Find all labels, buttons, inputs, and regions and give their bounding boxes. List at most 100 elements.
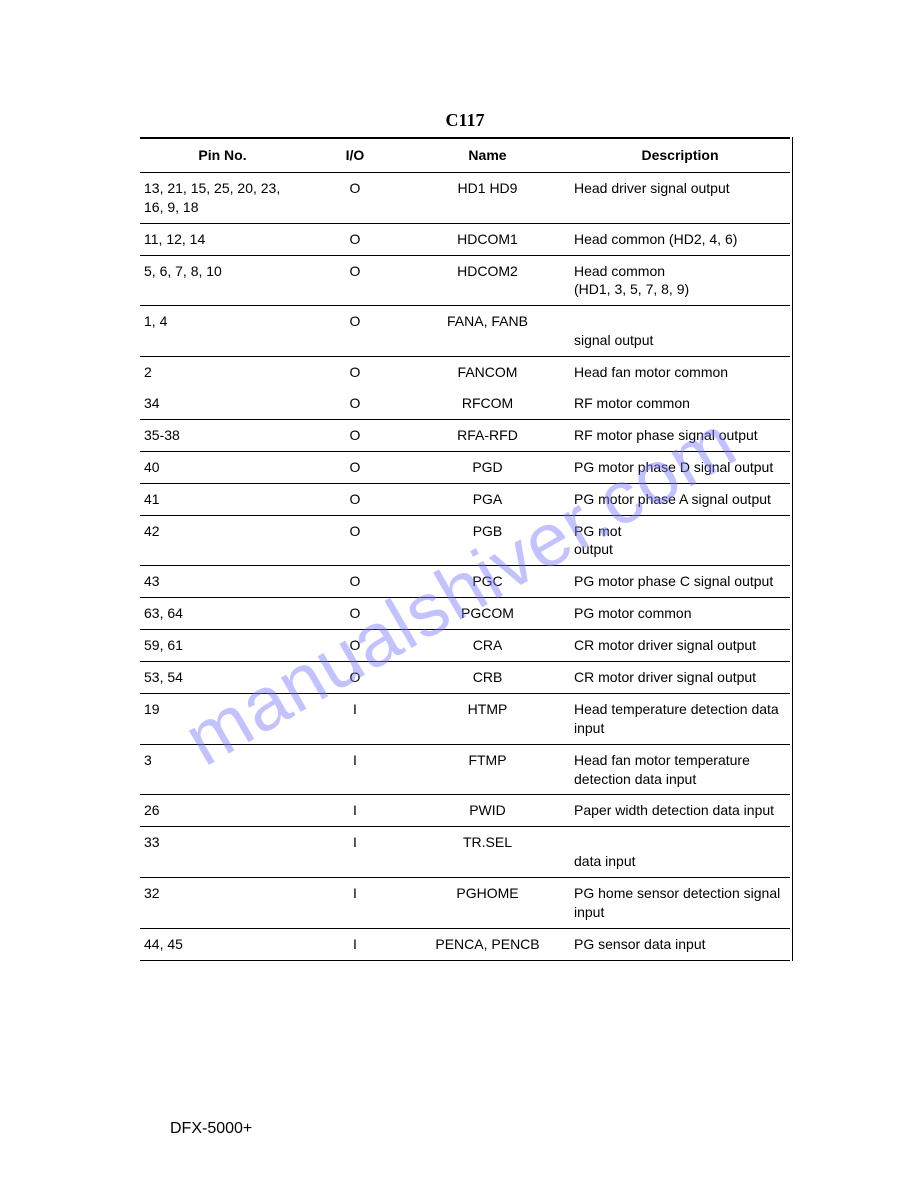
cell-io: I <box>305 693 405 744</box>
cell-desc: CR motor driver signal output <box>570 630 790 662</box>
cell-io: O <box>305 388 405 419</box>
table-row: 32IPGHOMEPG home sensor detection signal… <box>140 878 790 929</box>
cell-name: HDCOM2 <box>405 255 570 306</box>
table-row: 43OPGCPG motor phase C signal output <box>140 566 790 598</box>
table-body: 13, 21, 15, 25, 20, 23, 16, 9, 18OHD1 HD… <box>140 172 790 960</box>
th-desc: Description <box>570 138 790 172</box>
cell-io: O <box>305 483 405 515</box>
cell-pin: 19 <box>140 693 305 744</box>
cell-name: CRB <box>405 662 570 694</box>
cell-pin: 34 <box>140 388 305 419</box>
cell-pin: 42 <box>140 515 305 566</box>
table-row: 44, 45IPENCA, PENCBPG sensor data input <box>140 928 790 960</box>
cell-io: I <box>305 744 405 795</box>
cell-io: O <box>305 419 405 451</box>
cell-io: O <box>305 662 405 694</box>
cell-pin: 32 <box>140 878 305 929</box>
table-row: 1, 4OFANA, FANBsignal output <box>140 306 790 357</box>
cell-desc: PG sensor data input <box>570 928 790 960</box>
cell-name: RFA-RFD <box>405 419 570 451</box>
cell-desc: PG motor phase A signal output <box>570 483 790 515</box>
table-row: 35-38ORFA-RFDRF motor phase signal outpu… <box>140 419 790 451</box>
cell-name: FTMP <box>405 744 570 795</box>
cell-desc: PG motoutput <box>570 515 790 566</box>
cell-io: I <box>305 827 405 878</box>
table-row: 33ITR.SELdata input <box>140 827 790 878</box>
cell-desc: Paper width detection data input <box>570 795 790 827</box>
cell-desc: RF motor common <box>570 388 790 419</box>
table-row: 42OPGBPG motoutput <box>140 515 790 566</box>
cell-pin: 35-38 <box>140 419 305 451</box>
cell-desc: Head common(HD1, 3, 5, 7, 8, 9) <box>570 255 790 306</box>
cell-name: RFCOM <box>405 388 570 419</box>
cell-name: HDCOM1 <box>405 223 570 255</box>
cell-name: PGCOM <box>405 598 570 630</box>
cell-desc: PG motor phase D signal output <box>570 451 790 483</box>
cell-pin: 44, 45 <box>140 928 305 960</box>
cell-desc: PG home sensor detection signal input <box>570 878 790 929</box>
cell-io: I <box>305 928 405 960</box>
cell-io: O <box>305 451 405 483</box>
table-row: 53, 54OCRBCR motor driver signal output <box>140 662 790 694</box>
cell-pin: 40 <box>140 451 305 483</box>
cell-desc: Head temperature detection data input <box>570 693 790 744</box>
cell-name: PGB <box>405 515 570 566</box>
table-row: 59, 61OCRACR motor driver signal output <box>140 630 790 662</box>
cell-pin: 13, 21, 15, 25, 20, 23, 16, 9, 18 <box>140 172 305 223</box>
cell-pin: 2 <box>140 357 305 388</box>
table-row: 11, 12, 14OHDCOM1Head common (HD2, 4, 6) <box>140 223 790 255</box>
table-title: C117 <box>140 110 790 131</box>
th-name: Name <box>405 138 570 172</box>
cell-desc: CR motor driver signal output <box>570 662 790 694</box>
cell-name: PGC <box>405 566 570 598</box>
cell-name: PENCA, PENCB <box>405 928 570 960</box>
table-row: 3IFTMPHead fan motor temperature detecti… <box>140 744 790 795</box>
cell-pin: 53, 54 <box>140 662 305 694</box>
cell-desc: RF motor phase signal output <box>570 419 790 451</box>
cell-desc: Head fan motor temperature detection dat… <box>570 744 790 795</box>
th-pin: Pin No. <box>140 138 305 172</box>
cell-desc: Head fan motor common <box>570 357 790 388</box>
cell-io: O <box>305 598 405 630</box>
cell-desc: PG motor common <box>570 598 790 630</box>
table-row: 5, 6, 7, 8, 10OHDCOM2Head common(HD1, 3,… <box>140 255 790 306</box>
cell-io: I <box>305 795 405 827</box>
cell-io: O <box>305 630 405 662</box>
table-row: 34ORFCOMRF motor common <box>140 388 790 419</box>
cell-io: O <box>305 515 405 566</box>
cell-desc: Head common (HD2, 4, 6) <box>570 223 790 255</box>
cell-desc: Head driver signal output <box>570 172 790 223</box>
cell-io: O <box>305 306 405 357</box>
cell-pin: 11, 12, 14 <box>140 223 305 255</box>
cell-pin: 41 <box>140 483 305 515</box>
cell-pin: 3 <box>140 744 305 795</box>
cell-pin: 63, 64 <box>140 598 305 630</box>
cell-io: O <box>305 255 405 306</box>
table-row: 13, 21, 15, 25, 20, 23, 16, 9, 18OHD1 HD… <box>140 172 790 223</box>
table-header-row: Pin No. I/O Name Description <box>140 138 790 172</box>
cell-pin: 26 <box>140 795 305 827</box>
cell-name: HTMP <box>405 693 570 744</box>
right-border-rule <box>792 137 793 961</box>
page-footer: DFX-5000+ <box>170 1120 252 1138</box>
cell-io: O <box>305 357 405 388</box>
cell-pin: 5, 6, 7, 8, 10 <box>140 255 305 306</box>
table-row: 63, 64OPGCOMPG motor common <box>140 598 790 630</box>
cell-io: O <box>305 566 405 598</box>
cell-pin: 43 <box>140 566 305 598</box>
cell-io: O <box>305 223 405 255</box>
cell-name: FANCOM <box>405 357 570 388</box>
cell-pin: 1, 4 <box>140 306 305 357</box>
table-wrap: Pin No. I/O Name Description 13, 21, 15,… <box>140 137 790 961</box>
table-row: 40OPGDPG motor phase D signal output <box>140 451 790 483</box>
cell-name: PGHOME <box>405 878 570 929</box>
th-io: I/O <box>305 138 405 172</box>
table-row: 2OFANCOMHead fan motor common <box>140 357 790 388</box>
table-row: 41OPGAPG motor phase A signal output <box>140 483 790 515</box>
cell-name: PWID <box>405 795 570 827</box>
pin-table: Pin No. I/O Name Description 13, 21, 15,… <box>140 137 790 961</box>
cell-name: PGA <box>405 483 570 515</box>
cell-name: HD1 HD9 <box>405 172 570 223</box>
table-row: 19IHTMPHead temperature detection data i… <box>140 693 790 744</box>
cell-name: CRA <box>405 630 570 662</box>
